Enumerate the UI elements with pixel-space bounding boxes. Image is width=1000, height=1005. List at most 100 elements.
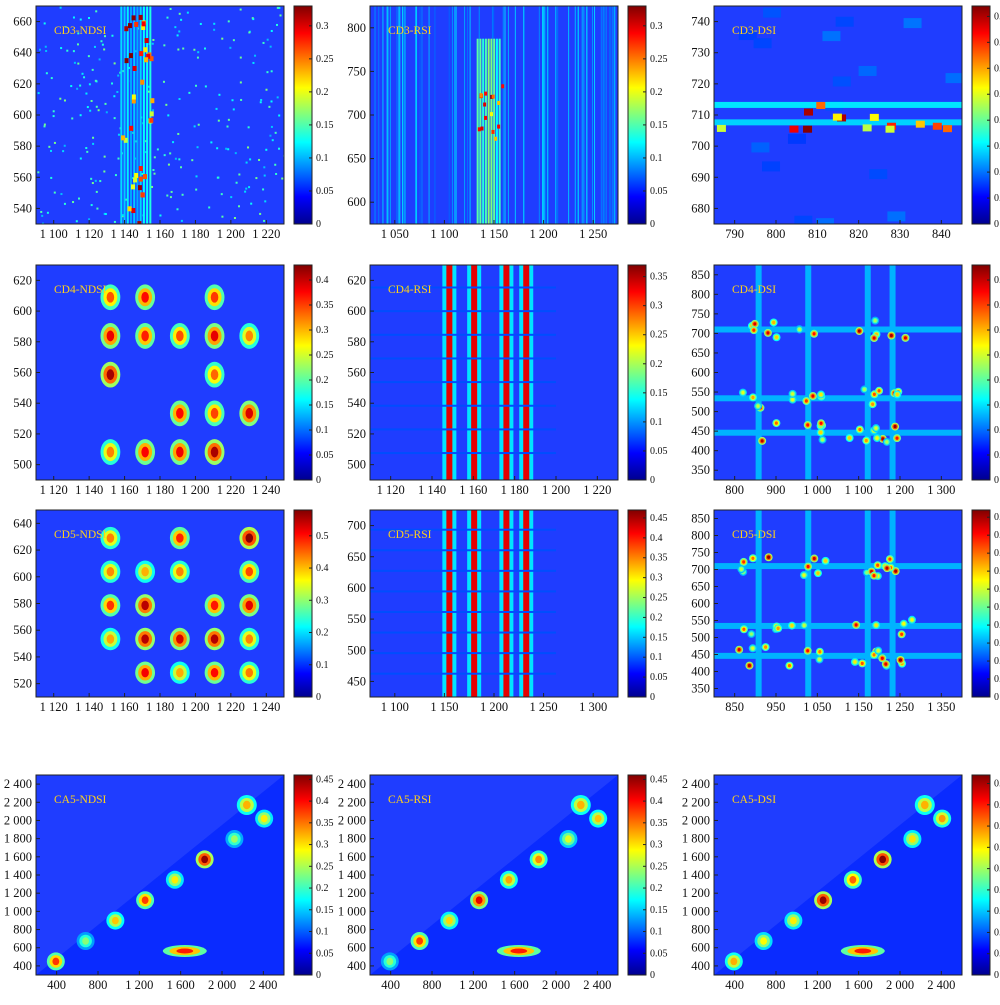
x-tick-label: 1 140 (75, 700, 103, 714)
heatmap-blob-core (176, 667, 184, 678)
heatmap-noise-dot (50, 176, 53, 179)
x-tick-label: 1 200 (542, 483, 570, 497)
x-tick-label: 1 120 (377, 483, 405, 497)
y-tick-label: 850 (691, 512, 710, 526)
y-tick-label: 500 (691, 631, 710, 645)
heatmap-noise-dot (238, 173, 241, 176)
heatmap-noise-dot (124, 198, 127, 201)
colorbar-tick-label: 0.4 (650, 533, 663, 544)
colorbar-tick-label: 0.4 (316, 796, 329, 807)
heatmap-hotspot (144, 57, 149, 63)
heatmap-noise-dot (88, 218, 91, 221)
heatmap-noise-dot (213, 28, 216, 31)
heatmap-stripe (455, 6, 457, 224)
heatmap-stripe (136, 6, 139, 224)
heatmap-noise-dot (43, 125, 46, 128)
x-tick-label: 1 240 (252, 483, 280, 497)
heatmap-stripe (123, 6, 126, 224)
heatmap-noise-dot (72, 50, 75, 53)
heatmap-noise-dot (227, 118, 230, 121)
heatmap-noise-dot (245, 161, 248, 164)
heatmap-hotspot (132, 66, 137, 72)
heatmap-noise-dot (186, 11, 189, 14)
heatmap-noise-dot (195, 175, 198, 178)
x-tick-label: 1 140 (418, 483, 446, 497)
heatmap-noise-dot (182, 47, 185, 50)
x-tick-label: 850 (725, 700, 744, 714)
y-tick-label: 560 (13, 366, 32, 380)
heatmap-stripe (583, 6, 585, 224)
heatmap-noise-dot (117, 74, 120, 77)
heatmap-noise-dot (73, 61, 76, 64)
heatmap-patch (822, 31, 841, 42)
heatmap-blob-core (787, 663, 791, 668)
heatmap-line (714, 326, 962, 333)
heatmap-panel: CD3-NDSI 1 100 1 120 1 140 1 160 1 180 1 200 1 … (13, 5, 334, 241)
y-tick-label: 1 800 (338, 832, 366, 846)
heatmap-stripe (416, 6, 418, 224)
heatmap-background (714, 510, 962, 697)
heatmap-line (714, 622, 962, 629)
y-tick-label: 2 400 (682, 777, 710, 791)
heatmap-stripe (605, 6, 607, 224)
heatmap-stripe (370, 286, 556, 289)
colorbar (293, 5, 313, 225)
heatmap-noise-dot (79, 18, 82, 21)
colorbar-tick-label: 0.25 (994, 602, 1000, 613)
heatmap-noise-dot (63, 99, 66, 102)
y-tick-label: 720 (691, 77, 710, 91)
panel-label: CD3-RSI (388, 25, 432, 37)
heatmap-noise-dot (116, 90, 119, 93)
heatmap-noise-dot (278, 114, 281, 117)
heatmap-blob-core (386, 957, 394, 966)
heatmap-blob-core (895, 392, 899, 397)
heatmap-noise-dot (131, 177, 134, 180)
heatmap-stripe (403, 6, 405, 224)
heatmap-noise-dot (233, 217, 236, 220)
y-tick-label: 540 (347, 396, 366, 410)
heatmap-blob-core (894, 569, 898, 573)
heatmap-panel: CD4-DSI 800 900 1 000 1 100 1 200 1 300 350 400 4… (691, 264, 1000, 497)
heatmap-noise-dot (259, 101, 262, 104)
heatmap-patch (751, 142, 770, 153)
colorbar-tick-label: 0.3 (650, 840, 663, 851)
heatmap-noise-dot (145, 21, 148, 24)
heatmap-hotspot (140, 192, 145, 198)
heatmap-blob-core (854, 948, 872, 954)
heatmap-noise-dot (45, 72, 48, 75)
heatmap-stripe (575, 6, 577, 224)
x-tick-label: 400 (725, 978, 744, 992)
heatmap-noise-dot (230, 196, 233, 199)
y-tick-label: 600 (13, 304, 32, 318)
y-tick-label: 800 (347, 923, 366, 937)
heatmap-stripe (396, 6, 398, 224)
colorbar-tick-label: 0.15 (316, 120, 334, 131)
heatmap-blob-core (871, 402, 875, 406)
heatmap-noise-dot (104, 102, 107, 105)
colorbar-tick-label: 0.15 (316, 905, 334, 916)
heatmap-blob-core (210, 634, 219, 644)
panel-label: CD4-DSI (732, 284, 776, 296)
heatmap-blob-core (141, 446, 149, 458)
y-tick-label: 1 200 (4, 886, 32, 900)
y-tick-label: 800 (691, 287, 710, 301)
colorbar-tick-label: 0.2 (650, 359, 663, 370)
heatmap-noise-dot (195, 188, 198, 191)
heatmap-blob-core (210, 330, 219, 342)
heatmap-blob-core (210, 600, 219, 611)
colorbar (293, 264, 313, 481)
colorbar (293, 509, 313, 698)
colorbar-tick-label: 0.2 (994, 620, 1000, 631)
x-tick-label: 1 200 (217, 227, 245, 241)
heatmap-noise-dot (91, 68, 94, 71)
heatmap-noise-dot (169, 196, 172, 199)
heatmap-noise-dot (99, 180, 102, 183)
heatmap-hotspot (146, 53, 151, 59)
heatmap-noise-dot (50, 77, 53, 80)
heatmap-panel: CA5-NDSI 400 800 1 200 1 600 2 000 2 400 400 600… (4, 774, 334, 992)
heatmap-blob-core (747, 663, 751, 668)
heatmap-noise-dot (270, 29, 273, 32)
heatmap-noise-dot (113, 62, 116, 65)
heatmap-noise-dot (210, 141, 213, 144)
heatmap-blob-core (751, 646, 755, 650)
